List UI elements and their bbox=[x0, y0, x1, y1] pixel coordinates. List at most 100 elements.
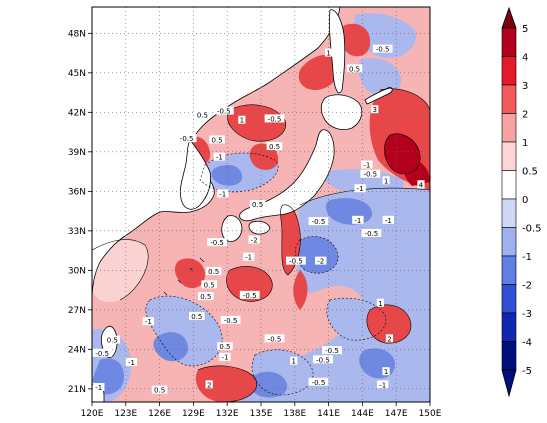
contour-line bbox=[227, 104, 287, 142]
field-neg-core-1 bbox=[295, 236, 339, 274]
x-tick-label: 129E bbox=[182, 409, 205, 419]
colorbar-label: 0.5 bbox=[522, 167, 538, 178]
contour-label: -1 bbox=[95, 384, 102, 392]
contour-label: 0.5 bbox=[107, 337, 118, 345]
field-pos-north bbox=[298, 54, 341, 90]
contour-label-bg bbox=[322, 346, 342, 355]
contour-label: -1 bbox=[145, 318, 152, 326]
colorbar-bin bbox=[501, 312, 517, 342]
x-tick-label: 138E bbox=[283, 409, 306, 419]
colorbar-label: 4 bbox=[522, 53, 528, 64]
contour-label: -1 bbox=[221, 354, 228, 362]
contour-line bbox=[280, 204, 301, 276]
colorbar-label: -1 bbox=[522, 252, 532, 263]
x-tick-label: 141E bbox=[317, 409, 340, 419]
contour-label-bg bbox=[264, 114, 285, 123]
x-tick-label: 147E bbox=[385, 409, 408, 419]
contour-label: 0.5 bbox=[252, 201, 263, 209]
land-layer bbox=[92, 7, 393, 402]
colorbar-bin bbox=[501, 141, 517, 171]
y-tick-label: 21N bbox=[68, 385, 86, 395]
y-tick-label: 24N bbox=[68, 345, 86, 355]
contour-labels: 1 -0.5 0.5 0.5 -0.5 1 -0.5 -0.5 0.5 -1 0.5 -1 -0.5 1 -… bbox=[92, 44, 425, 395]
contour-label: -0.5 bbox=[312, 379, 326, 387]
contour-label-bg bbox=[361, 228, 382, 237]
contour-label: 3 bbox=[373, 106, 377, 114]
contour-line bbox=[366, 304, 412, 344]
x-tick-label: 126E bbox=[148, 409, 171, 419]
contour-label: -1 bbox=[385, 217, 392, 225]
colorbar-extend-bottom bbox=[501, 369, 517, 398]
field-neg-north-east bbox=[358, 58, 401, 97]
contour-lines bbox=[92, 88, 430, 402]
colorbar-label: -5 bbox=[522, 366, 532, 377]
contour-label: 1 bbox=[384, 177, 388, 185]
field-pos-midwest bbox=[174, 258, 205, 289]
contour-label-bg bbox=[325, 48, 333, 57]
contour-label: 1 bbox=[384, 368, 388, 376]
field-neg-okhotsk bbox=[354, 13, 416, 59]
contour-label-bg bbox=[360, 169, 381, 178]
contour-label-bg bbox=[197, 292, 214, 301]
colorbar-bin bbox=[501, 27, 517, 57]
field-neg-core-3 bbox=[153, 332, 188, 362]
x-tick-label: 132E bbox=[216, 409, 239, 419]
contour-label: -1 bbox=[245, 254, 252, 262]
contour-label-bg bbox=[188, 311, 205, 320]
x-tick-label: 150E bbox=[419, 409, 442, 419]
ryukyu-islands bbox=[163, 257, 205, 296]
contour-label-bg bbox=[238, 115, 246, 124]
colorbar-label: 0 bbox=[522, 195, 528, 206]
contour-label: -0.5 bbox=[217, 108, 231, 116]
x-tick-label: 120E bbox=[81, 409, 104, 419]
colorbar-label: -4 bbox=[522, 338, 532, 349]
y-tick-label: 36N bbox=[68, 187, 86, 197]
contour-label-bg bbox=[315, 256, 327, 265]
contour-label-bg bbox=[354, 184, 366, 193]
contour-line bbox=[379, 88, 430, 111]
field-pos-kuroshio-ext bbox=[293, 270, 308, 310]
y-tick-label: 42N bbox=[68, 108, 86, 118]
contour-label-bg bbox=[194, 110, 211, 119]
contour-label: 0.5 bbox=[269, 143, 280, 151]
colorbar-label: -0.5 bbox=[522, 224, 542, 235]
colorbar-bin bbox=[501, 341, 517, 371]
contour-label-bg bbox=[286, 256, 306, 265]
colorbar-bin bbox=[501, 255, 517, 285]
field-neg-core-4 bbox=[249, 371, 288, 398]
contour-label: -0.5 bbox=[312, 218, 326, 226]
contour-label: -0.5 bbox=[316, 356, 330, 364]
contour-label: 0.5 bbox=[219, 343, 230, 351]
contour-label-bg bbox=[242, 252, 255, 261]
contour-label: -0.5 bbox=[180, 135, 194, 143]
contour-label-bg bbox=[372, 44, 393, 53]
colorbar-label: -2 bbox=[522, 281, 532, 292]
y-tick-label: 30N bbox=[68, 266, 86, 276]
contour-label-bg bbox=[290, 356, 298, 365]
colorbar-label: -3 bbox=[522, 309, 532, 320]
gridlines bbox=[92, 7, 430, 402]
colorbar-label: 5 bbox=[522, 24, 528, 35]
contour-label-bg bbox=[382, 215, 395, 224]
field-pale-coast bbox=[92, 239, 149, 302]
colorbar-extend-top bbox=[501, 6, 517, 29]
contour-label-bg bbox=[209, 135, 225, 144]
contour-line bbox=[251, 349, 314, 396]
contour-label: 0.5 bbox=[154, 387, 165, 395]
contour-label: -0.5 bbox=[365, 230, 379, 238]
korea-peninsula bbox=[179, 139, 211, 210]
colorbar-label: 2 bbox=[522, 110, 528, 121]
contour-label-bg bbox=[219, 352, 231, 361]
colorbar-bin bbox=[501, 84, 517, 114]
colorbar-bin bbox=[501, 227, 517, 257]
contour-label: 1 bbox=[326, 50, 330, 58]
contour-label-bg bbox=[239, 290, 260, 299]
field-pos-south-max bbox=[195, 365, 257, 402]
contour-label: 0.5 bbox=[200, 293, 211, 301]
field-pos-japansea-mid bbox=[249, 143, 279, 170]
kuril-islands bbox=[364, 87, 393, 105]
contour-label: -1 bbox=[128, 359, 135, 367]
contour-label: -1 bbox=[363, 162, 370, 170]
contour-label-bg bbox=[361, 160, 373, 169]
